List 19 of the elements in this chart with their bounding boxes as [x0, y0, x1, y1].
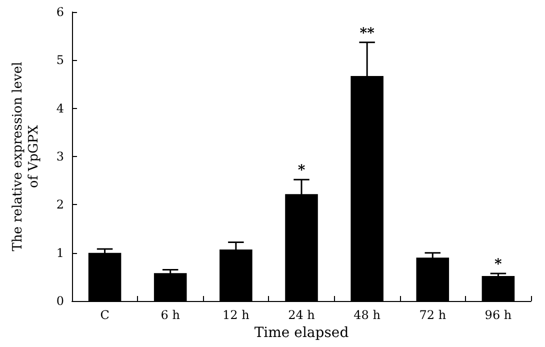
y-axis-title: The relative expression level of VpGPX — [10, 62, 42, 252]
y-tick-label: 3 — [56, 150, 64, 164]
x-tick-label: 48 h — [354, 308, 381, 322]
data-label: ** — [360, 25, 376, 42]
x-axis-title: Time elapsed — [254, 324, 349, 341]
y-tick-label: 5 — [56, 53, 64, 68]
x-tick-label: 12 h — [222, 308, 250, 322]
x-tick-label: 96 h — [484, 308, 512, 322]
y-tick-label: 4 — [56, 101, 64, 116]
y-tick-label: 2 — [56, 198, 64, 212]
x-tick-label: C — [100, 308, 110, 322]
data-label: * — [298, 162, 306, 179]
x-tick-label: 72 h — [419, 308, 446, 322]
x-tick-label: 24 h — [288, 308, 316, 322]
y-tick-label: 0 — [56, 294, 64, 308]
data-label: * — [494, 256, 503, 273]
y-tick-label: 1 — [56, 246, 64, 260]
y-tick-label: 6 — [56, 5, 64, 19]
x-tick-label: 6 h — [160, 308, 180, 322]
